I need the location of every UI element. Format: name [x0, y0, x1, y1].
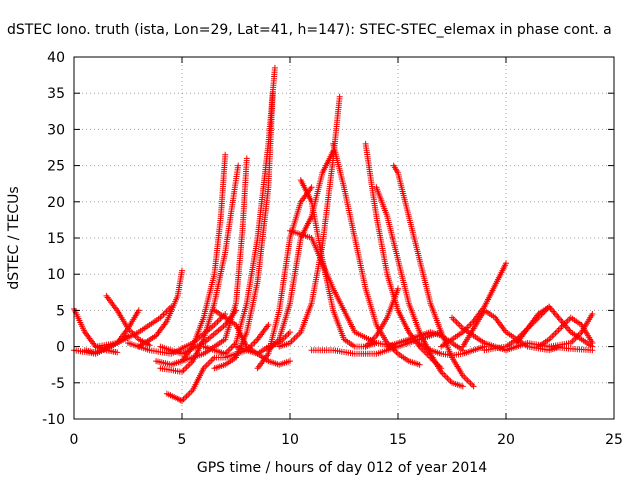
y-axis-label: dSTEC / TECUs [6, 186, 22, 289]
data-points [362, 140, 445, 372]
x-axis-label: GPS time / hours of day 012 of year 2014 [197, 460, 487, 476]
y-tick-label: 20 [47, 195, 65, 211]
data-series [153, 151, 229, 368]
data-series [373, 184, 466, 390]
y-tick-label: 40 [47, 50, 65, 66]
data-points [157, 162, 242, 375]
x-tick-label: 0 [70, 432, 79, 448]
x-tick-label: 25 [605, 432, 623, 448]
data-points [416, 340, 488, 359]
data-points [438, 260, 509, 350]
x-tick-label: 5 [178, 432, 187, 448]
data-points [211, 307, 293, 368]
data-points [211, 90, 276, 372]
y-tick-label: -10 [42, 412, 65, 428]
data-series [211, 90, 276, 372]
data-layer [71, 64, 596, 404]
y-tick-label: 35 [47, 86, 65, 102]
chart-title: dSTEC Iono. truth (ista, Lon=29, Lat=41,… [7, 22, 612, 38]
y-tick-label: 5 [56, 303, 65, 319]
data-series [546, 311, 596, 350]
data-points [546, 311, 596, 350]
y-tick-label: 25 [47, 159, 65, 175]
x-tick-label: 15 [389, 432, 407, 448]
data-series [157, 162, 242, 375]
y-tick-label: 0 [56, 340, 65, 356]
x-tick-label: 10 [281, 432, 299, 448]
data-series [438, 260, 509, 350]
data-series [416, 340, 488, 359]
data-points [153, 151, 229, 368]
tick-layer: 0 5 10 15 20 25 -10 -5 0 5 10 15 20 25 30 35 40 [42, 50, 623, 448]
data-series [362, 285, 401, 350]
data-series [135, 267, 185, 350]
data-points [362, 285, 401, 350]
data-points [135, 267, 185, 350]
data-points [384, 329, 466, 354]
data-points [297, 177, 380, 350]
data-series [179, 155, 250, 365]
data-series [362, 140, 445, 372]
y-tick-label: -5 [51, 376, 65, 392]
data-series [297, 177, 380, 350]
data-points [179, 155, 250, 365]
x-tick-label: 20 [497, 432, 515, 448]
data-points [373, 184, 466, 390]
y-tick-label: 15 [47, 231, 65, 247]
y-tick-label: 30 [47, 122, 65, 138]
data-series [211, 307, 293, 368]
y-tick-label: 10 [47, 267, 65, 283]
data-series [384, 329, 466, 354]
